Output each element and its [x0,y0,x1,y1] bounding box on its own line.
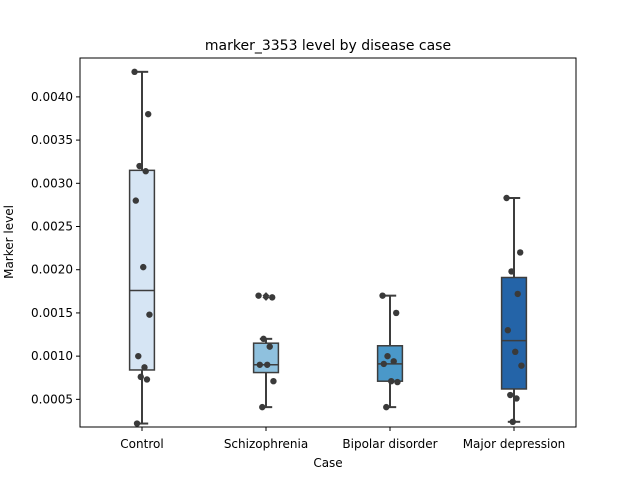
outlier-marker [262,293,270,301]
box-schizophrenia [252,292,280,411]
data-point [143,376,151,383]
y-tick-label: 0.0040 [31,90,73,104]
data-point [518,362,525,369]
data-point [135,352,142,360]
data-point [132,197,139,204]
x-axis: Control Schizophrenia Bipolar disorder Majo… [120,427,565,451]
data-point [504,327,511,334]
data-point [256,361,263,368]
iqr-box [500,276,528,390]
y-tick-label: 0.0005 [31,392,73,406]
data-point [512,348,519,356]
y-tick-label: 0.0030 [31,176,73,190]
data-point [269,294,276,301]
x-tick-label: Bipolar disorder [342,437,437,451]
data-point [394,378,401,386]
data-point [508,268,515,275]
data-point [145,110,152,118]
y-tick-label: 0.0025 [31,220,73,234]
box-series [128,68,528,427]
data-point [513,395,520,402]
data-point [142,168,149,175]
data-point [140,263,147,271]
data-point [270,377,277,385]
y-axis: 0.0005 0.0010 0.0015 0.0020 0.0025 0.0030 0.00… [31,90,80,406]
data-point [393,309,400,317]
data-point [259,403,266,411]
data-point [388,377,395,385]
data-point [136,162,143,170]
data-point [383,403,390,411]
box-control [128,68,156,427]
y-axis-label: Marker level [2,205,16,279]
x-tick-label: Schizophrenia [224,437,308,451]
box-major-depression [500,194,528,426]
y-tick-label: 0.0020 [31,263,73,277]
plot-area-frame [79,57,577,428]
data-point [514,290,521,298]
data-point [260,335,267,343]
x-tick-label: Major depression [463,437,566,451]
data-point [380,360,387,368]
data-point [255,292,262,299]
x-axis-label: Case [313,456,342,470]
iqr-box [128,169,156,371]
y-tick-label: 0.0010 [31,349,73,363]
y-tick-label: 0.0035 [31,133,73,147]
data-point [507,391,514,399]
data-point [384,352,391,360]
data-point [137,373,144,381]
box-bipolar-disorder [376,292,404,411]
data-point [517,249,524,256]
chart-title: marker_3353 level by disease case [205,38,451,54]
data-point [509,418,516,426]
data-point [131,68,138,76]
data-point [503,194,510,202]
iqr-box [252,342,280,374]
data-point [133,420,141,427]
y-tick-label: 0.0015 [31,306,73,320]
data-point [390,358,397,365]
data-point [146,311,153,318]
data-point [264,361,271,368]
data-point [141,364,148,371]
x-tick-label: Control [120,437,163,451]
data-point [266,343,273,350]
data-point [379,292,386,299]
